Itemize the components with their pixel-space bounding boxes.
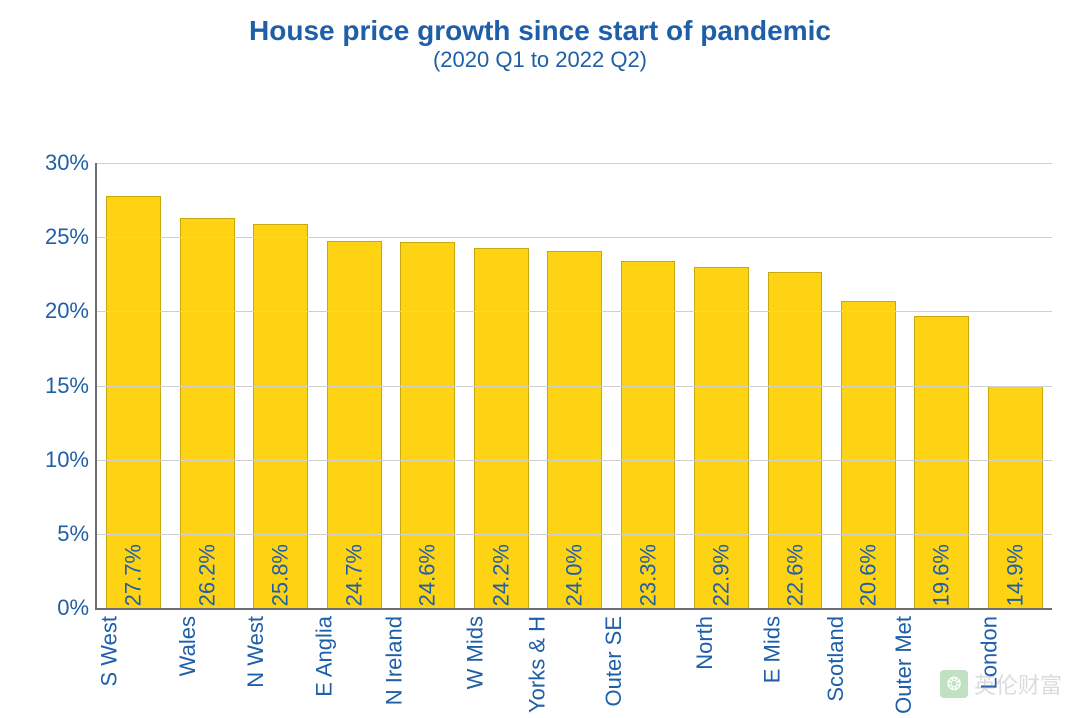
bar: 19.6% <box>914 316 969 608</box>
x-label-slot: Outer SE <box>609 608 682 718</box>
bar-value-label: 19.6% <box>915 544 968 606</box>
y-tick-label: 5% <box>57 521 89 547</box>
y-tick-label: 30% <box>45 150 89 176</box>
x-tick-label: E Anglia <box>312 535 338 616</box>
y-tick-label: 10% <box>45 447 89 473</box>
watermark: ❂ 英伦财富 <box>940 668 1062 700</box>
x-tick-label: W Mids <box>462 543 488 616</box>
watermark-icon: ❂ <box>940 670 968 698</box>
bar: 20.6% <box>841 301 896 608</box>
x-label-slot: Outer Met <box>903 608 976 718</box>
bar-value-label: 24.0% <box>548 544 601 606</box>
chart-container: House price growth since start of pandem… <box>20 15 1060 705</box>
gridline <box>97 237 1052 238</box>
x-tick-label: Scotland <box>824 530 850 616</box>
bar-value-label: 20.6% <box>842 544 895 606</box>
bar: 24.6% <box>400 242 455 608</box>
x-label-slot: Wales <box>168 608 241 718</box>
x-tick-label: N Ireland <box>381 527 407 616</box>
chart-title: House price growth since start of pandem… <box>20 15 1060 47</box>
x-label-slot: North <box>683 608 756 718</box>
x-tick-label: London <box>977 543 1003 616</box>
x-label-slot: London <box>977 608 1050 718</box>
y-axis-labels: 0%5%10%15%20%25%30% <box>20 163 95 608</box>
y-tick-label: 25% <box>45 224 89 250</box>
x-tick-label: Outer SE <box>601 526 627 616</box>
x-label-slot: N West <box>242 608 315 718</box>
bar-value-label: 24.6% <box>401 544 454 606</box>
bar: 22.9% <box>694 267 749 608</box>
x-label-slot: E Mids <box>756 608 829 718</box>
bar: 24.0% <box>547 251 602 608</box>
y-tick-label: 15% <box>45 373 89 399</box>
y-tick-label: 0% <box>57 595 89 621</box>
gridline <box>97 460 1052 461</box>
x-tick-label: Wales <box>175 556 201 616</box>
x-tick-label: Outer Met <box>891 518 917 616</box>
x-label-slot: N Ireland <box>389 608 462 718</box>
x-axis-labels: S WestWalesN WestE AngliaN IrelandW Mids… <box>95 608 1050 718</box>
gridline <box>97 311 1052 312</box>
x-label-slot: S West <box>95 608 168 718</box>
bar: 26.2% <box>180 218 235 608</box>
watermark-text: 英伦财富 <box>974 668 1062 700</box>
bar-value-label: 23.3% <box>622 544 675 606</box>
x-label-slot: Yorks & H <box>536 608 609 718</box>
plot-area: 0%5%10%15%20%25%30% 27.7%26.2%25.8%24.7%… <box>20 73 1050 718</box>
x-tick-label: E Mids <box>759 549 785 616</box>
x-label-slot: E Anglia <box>315 608 388 718</box>
chart-subtitle: (2020 Q1 to 2022 Q2) <box>20 47 1060 73</box>
y-tick-label: 20% <box>45 298 89 324</box>
gridline <box>97 386 1052 387</box>
x-tick-label: N West <box>243 544 269 616</box>
x-tick-label: Yorks & H <box>524 519 550 616</box>
x-tick-label: S West <box>96 545 122 616</box>
gridline <box>97 163 1052 164</box>
x-tick-label: North <box>693 562 719 616</box>
bar: 23.3% <box>621 261 676 608</box>
